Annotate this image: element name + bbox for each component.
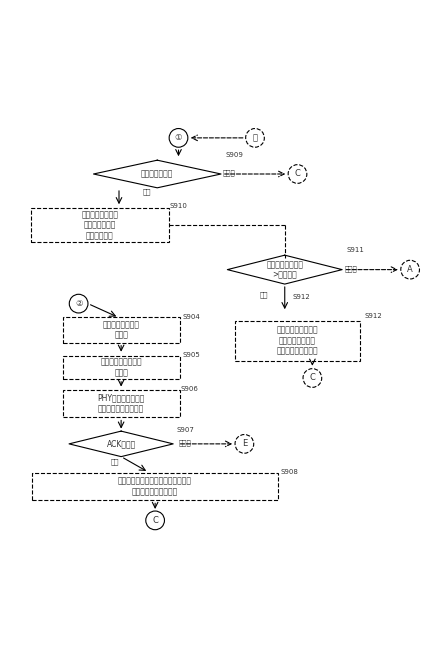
Text: S907: S907 [176, 427, 194, 434]
Text: 再伝送が必要？: 再伝送が必要？ [141, 169, 173, 179]
Text: S908: S908 [280, 468, 298, 475]
Text: 選択された経路情報
を挿入: 選択された経路情報 を挿入 [100, 358, 142, 377]
Text: A: A [407, 265, 413, 274]
Text: C: C [295, 169, 300, 179]
Text: ①: ① [175, 133, 182, 143]
Text: S904: S904 [183, 314, 201, 320]
Text: はい: はい [142, 188, 151, 195]
Text: C: C [152, 516, 158, 525]
Text: はい: はい [260, 291, 269, 298]
Text: いいえ: いいえ [178, 439, 191, 446]
Text: 該当経路を使用可能
目録から削除し、
削除経路目録に追加: 該当経路を使用可能 目録から削除し、 削除経路目録に追加 [277, 326, 318, 356]
Text: PHY装置に該当経路
へのデータ送信を要求: PHY装置に該当経路 へのデータ送信を要求 [97, 394, 145, 413]
FancyBboxPatch shape [62, 317, 179, 343]
Text: いいえ: いいえ [344, 266, 357, 272]
FancyBboxPatch shape [235, 320, 360, 360]
FancyBboxPatch shape [62, 390, 179, 417]
FancyBboxPatch shape [62, 356, 179, 379]
Text: 削除された経路を
再選択: 削除された経路を 再選択 [102, 320, 140, 339]
Text: 該当経路に対して
データ伝送失敗
カウント増加: 該当経路に対して データ伝送失敗 カウント増加 [81, 210, 119, 240]
Text: いいえ: いいえ [223, 170, 236, 177]
Text: S906: S906 [181, 386, 198, 392]
Text: ACK受信？: ACK受信？ [107, 439, 136, 449]
Text: 伝送失敗カウント
>臨界値？: 伝送失敗カウント >臨界値？ [266, 260, 303, 279]
Text: S910: S910 [170, 203, 188, 209]
Text: はい: はい [110, 458, 119, 464]
Text: C: C [309, 373, 315, 383]
Text: S912: S912 [292, 294, 310, 300]
Text: 削除経路目録から該経路を削除し、
使用可能目録に再登録: 削除経路目録から該経路を削除し、 使用可能目録に再登録 [118, 477, 192, 496]
Text: ②: ② [75, 299, 82, 308]
Text: S905: S905 [183, 352, 201, 358]
FancyBboxPatch shape [31, 207, 169, 243]
Text: Ⓑ: Ⓑ [252, 133, 258, 143]
Text: S909: S909 [225, 152, 243, 158]
FancyBboxPatch shape [32, 473, 278, 500]
Text: S912: S912 [364, 313, 382, 318]
Text: E: E [242, 439, 247, 449]
Text: S911: S911 [346, 247, 364, 253]
